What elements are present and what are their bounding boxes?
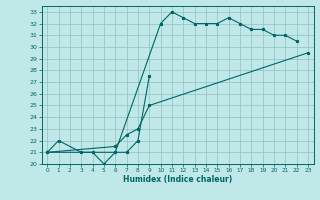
X-axis label: Humidex (Indice chaleur): Humidex (Indice chaleur) xyxy=(123,175,232,184)
